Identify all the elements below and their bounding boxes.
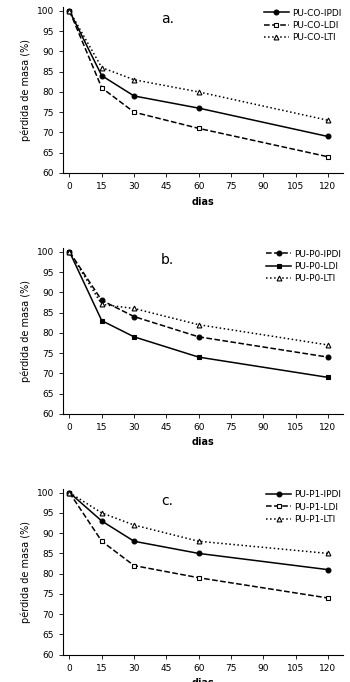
PU-P0-LTI: [326, 341, 330, 349]
Line: PU-CO-LDI: PU-CO-LDI: [67, 8, 330, 159]
Y-axis label: pérdida de masa (%): pérdida de masa (%): [21, 280, 31, 382]
PU-P1-LDI: [67, 488, 71, 496]
PU-P1-LDI: [132, 561, 136, 569]
PU-CO-IPDI: [197, 104, 201, 113]
PU-P0-IPDI: [132, 312, 136, 321]
Line: PU-P1-IPDI: PU-P1-IPDI: [67, 490, 330, 572]
PU-P1-IPDI: [67, 488, 71, 496]
PU-P0-LDI: [67, 248, 71, 256]
PU-P0-LDI: [100, 316, 104, 325]
Line: PU-P0-LDI: PU-P0-LDI: [67, 250, 330, 380]
Legend: PU-P0-IPDI, PU-P0-LDI, PU-P0-LTI: PU-P0-IPDI, PU-P0-LDI, PU-P0-LTI: [265, 249, 342, 284]
PU-CO-IPDI: [100, 72, 104, 80]
Legend: PU-CO-IPDI, PU-CO-LDI, PU-CO-LTI: PU-CO-IPDI, PU-CO-LDI, PU-CO-LTI: [263, 8, 342, 43]
PU-P1-LTI: [197, 537, 201, 546]
Text: a.: a.: [161, 12, 174, 26]
PU-P0-LTI: [132, 304, 136, 312]
PU-CO-LTI: [326, 116, 330, 124]
Text: b.: b.: [161, 253, 174, 267]
Text: c.: c.: [161, 494, 173, 507]
PU-CO-LTI: [100, 63, 104, 72]
PU-P1-LTI: [326, 549, 330, 557]
PU-P1-IPDI: [197, 549, 201, 557]
PU-P0-LTI: [67, 248, 71, 256]
PU-P1-LTI: [67, 488, 71, 496]
PU-P0-LDI: [132, 333, 136, 341]
X-axis label: dias: dias: [192, 196, 214, 207]
Line: PU-P0-LTI: PU-P0-LTI: [67, 250, 330, 347]
PU-CO-LDI: [100, 84, 104, 92]
PU-P0-LDI: [197, 353, 201, 361]
PU-CO-LDI: [197, 124, 201, 132]
PU-P1-LTI: [100, 509, 104, 517]
PU-CO-LTI: [132, 76, 136, 84]
PU-P1-LDI: [326, 594, 330, 602]
PU-CO-LDI: [132, 108, 136, 116]
PU-CO-LTI: [197, 88, 201, 96]
Line: PU-P1-LTI: PU-P1-LTI: [67, 490, 330, 556]
Line: PU-CO-IPDI: PU-CO-IPDI: [67, 8, 330, 139]
Line: PU-P1-LDI: PU-P1-LDI: [67, 490, 330, 600]
PU-P0-IPDI: [100, 296, 104, 304]
PU-P1-IPDI: [326, 565, 330, 574]
Line: PU-P0-IPDI: PU-P0-IPDI: [67, 250, 330, 359]
PU-CO-IPDI: [67, 7, 71, 15]
PU-CO-LDI: [67, 7, 71, 15]
X-axis label: dias: dias: [192, 679, 214, 682]
Line: PU-CO-LTI: PU-CO-LTI: [67, 8, 330, 123]
PU-CO-IPDI: [326, 132, 330, 140]
PU-P0-LTI: [197, 321, 201, 329]
PU-P1-LDI: [197, 574, 201, 582]
PU-CO-LTI: [67, 7, 71, 15]
X-axis label: dias: dias: [192, 437, 214, 447]
PU-P0-IPDI: [67, 248, 71, 256]
PU-P0-IPDI: [197, 333, 201, 341]
PU-CO-LDI: [326, 153, 330, 161]
PU-P1-LTI: [132, 521, 136, 529]
PU-P0-LTI: [100, 300, 104, 308]
Legend: PU-P1-IPDI, PU-P1-LDI, PU-P1-LTI: PU-P1-IPDI, PU-P1-LDI, PU-P1-LTI: [265, 490, 342, 524]
PU-P1-LDI: [100, 537, 104, 546]
PU-P0-IPDI: [326, 353, 330, 361]
PU-P1-IPDI: [132, 537, 136, 546]
PU-P0-LDI: [326, 373, 330, 381]
PU-CO-IPDI: [132, 92, 136, 100]
PU-P1-IPDI: [100, 517, 104, 525]
Y-axis label: pérdida de masa (%): pérdida de masa (%): [21, 39, 31, 141]
Y-axis label: pérdida de masa (%): pérdida de masa (%): [21, 520, 31, 623]
